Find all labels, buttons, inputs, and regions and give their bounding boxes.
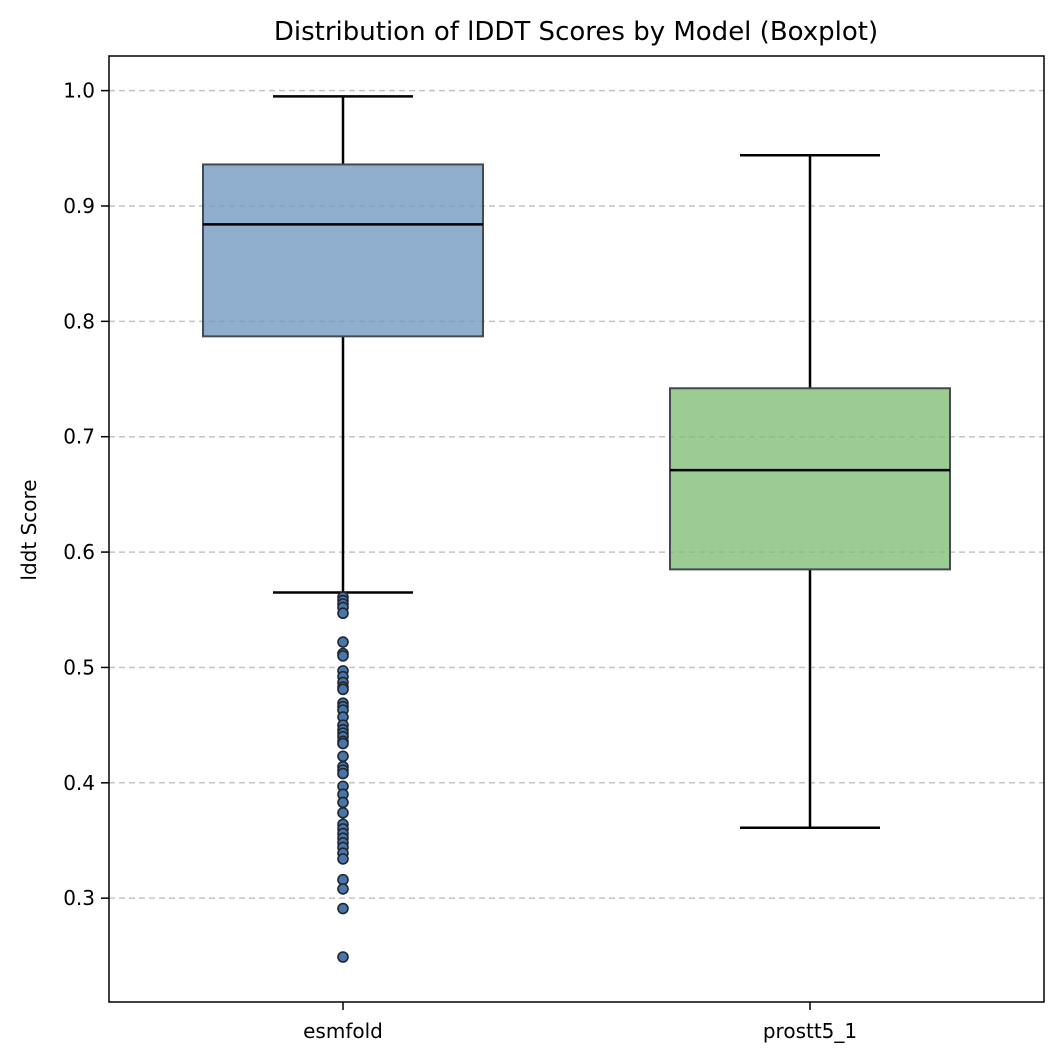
outlier-point — [337, 750, 349, 763]
outlier-point — [337, 883, 349, 895]
y-tick-label: 0.8 — [63, 309, 95, 333]
outlier-point — [337, 806, 349, 819]
y-tick-label: 0.9 — [63, 194, 95, 218]
y-tick-label: 0.6 — [63, 540, 95, 564]
y-tick-label: 0.5 — [63, 655, 95, 679]
outlier-point — [337, 951, 349, 963]
y-tick-label: 1.0 — [63, 79, 95, 103]
y-tick-label: 0.7 — [63, 425, 95, 449]
y-axis-label: lddt Score — [17, 479, 41, 580]
outlier-point — [337, 902, 349, 915]
y-tick-label: 0.4 — [63, 771, 95, 795]
box-layer — [202, 95, 951, 963]
outlier-point — [337, 650, 349, 662]
outlier-point — [337, 607, 349, 620]
box-body — [202, 163, 484, 338]
axis-layer: 0.3 0.4 0.5 0.6 0.7 0.8 0.9 1.0 esmfold prostt5_1 — [63, 79, 857, 1043]
y-tick-label: 0.3 — [63, 886, 95, 910]
outlier-point — [337, 636, 349, 648]
box-body — [669, 387, 951, 571]
outlier-point — [337, 737, 349, 750]
chart-title: Distribution of lDDT Scores by Model (Bo… — [274, 17, 878, 47]
outlier-point — [337, 796, 349, 809]
outlier-point — [337, 683, 349, 696]
outlier-point — [337, 853, 349, 865]
outlier-point — [337, 767, 349, 780]
x-tick-label: prostt5_1 — [763, 1019, 857, 1043]
x-tick-label: esmfold — [303, 1019, 383, 1043]
plot-frame — [108, 55, 1045, 1003]
